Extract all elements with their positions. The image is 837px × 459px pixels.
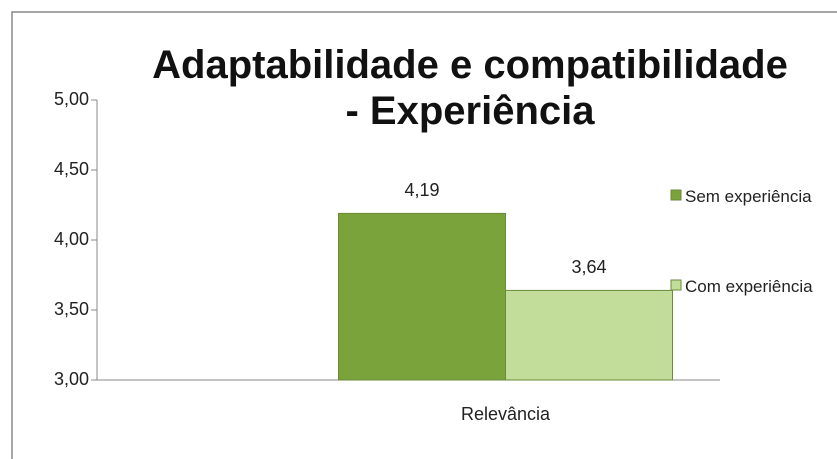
legend-label: Sem experiência xyxy=(685,187,812,206)
x-tick-label: Relevância xyxy=(461,404,551,424)
y-tick-label: 5,00 xyxy=(54,89,89,109)
chart-border xyxy=(11,11,837,459)
y-tick-label: 3,50 xyxy=(54,299,89,319)
y-tick-label: 3,00 xyxy=(54,369,89,389)
legend-swatch xyxy=(670,279,682,291)
bar xyxy=(338,212,506,381)
legend-swatch xyxy=(670,189,682,201)
bar xyxy=(505,289,673,381)
data-label: 3,64 xyxy=(571,257,606,277)
chart-title: Adaptabilidade e compatibilidade - Exper… xyxy=(152,43,788,133)
y-tick-label: 4,50 xyxy=(54,159,89,179)
legend-label: Com experiência xyxy=(685,277,813,296)
y-tick-label: 4,00 xyxy=(54,229,89,249)
data-label: 4,19 xyxy=(404,180,439,200)
